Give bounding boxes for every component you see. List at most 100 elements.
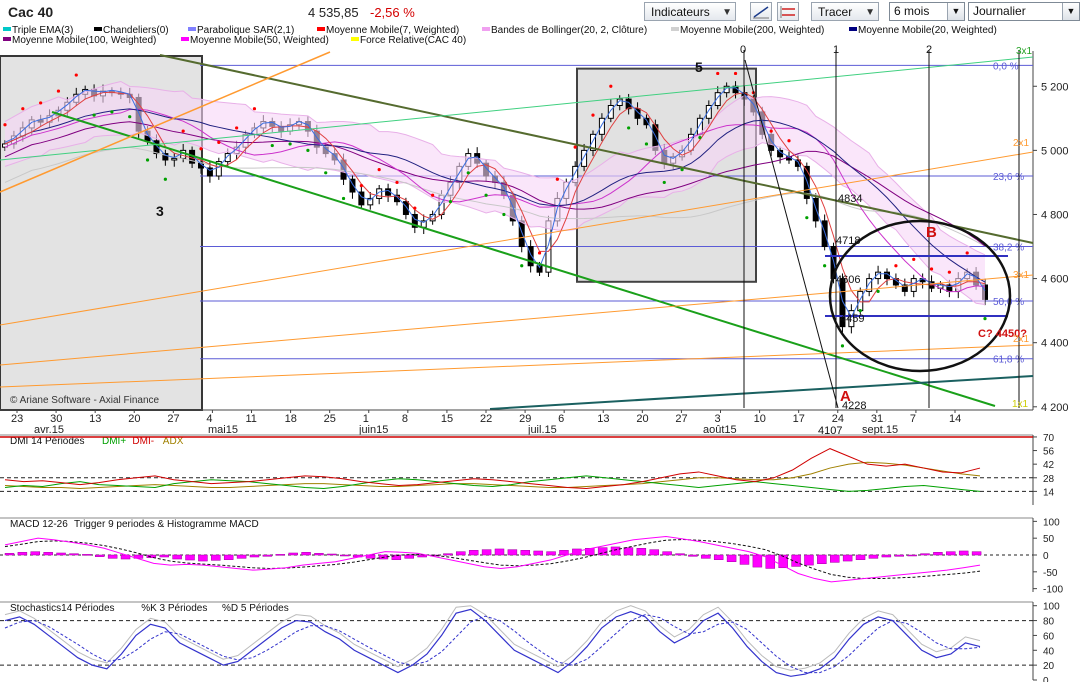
macd-histogram-bar [971,551,982,556]
month-label: sept.15 [862,424,898,436]
price-annotation: 4606 [836,274,860,286]
chevron-down-icon: ▼ [865,7,875,18]
macd-histogram-bar [701,554,711,559]
dmi-minus-line [4,448,981,489]
line-chart-toggle[interactable] [750,2,772,21]
dmi-title: ADX [163,436,184,447]
candle-body [590,133,596,151]
sar-dot [680,167,684,172]
macd-tick-label: 0 [1043,551,1049,562]
macd-histogram-bar [159,554,169,558]
sar-dot [431,193,435,197]
macd-histogram-bar [198,554,208,562]
candle-body [875,271,882,280]
macd-histogram-bar [494,548,505,556]
sar-dot [894,264,898,268]
macd-title: Trigger 9 periodes & Histogramme MACD [74,519,259,530]
sar-dot [520,264,524,268]
trend-line-lower [51,111,996,407]
macd-histogram-bar [933,552,943,556]
macd-signal-line [4,539,981,580]
legend-swatch [671,27,679,31]
y-tick-label: 5 200 [1041,81,1069,93]
sar-dot [359,184,363,188]
sar-dot [3,123,7,127]
wave-label: 3 [156,203,164,219]
macd-tick-label: -100 [1043,585,1063,596]
gann-label: 1x1 [1012,399,1029,410]
draw-button[interactable]: Tracer ▼ [811,2,879,21]
candle-body [367,197,374,206]
draw-button-label: Tracer [818,5,853,19]
sar-dot [252,107,257,111]
x-tick-label: 14 [949,413,961,425]
candle-body [518,220,525,248]
sar-dot [537,251,542,255]
candle-body [224,153,231,163]
price-annotation: 4718 [836,235,860,247]
fib-label: 61,8 % [993,355,1024,366]
macd-histogram-bar [649,549,659,556]
sar-dot [235,126,239,130]
sar-dot [609,84,613,88]
sar-dot [840,344,845,348]
dmi-title: DMI+ [102,436,126,447]
macd-histogram-bar [597,547,608,556]
interval-select[interactable]: Journalier ▼ [968,2,1080,21]
candle-body [215,161,222,177]
candle-body [394,194,400,203]
legend-swatch [482,27,490,31]
x-tick-label: 1 [363,413,369,425]
ma100-line [4,121,986,247]
candle-body [581,149,588,167]
x-tick-label: 31 [871,413,883,425]
macd-histogram-bar [301,552,311,556]
sar-dot [74,73,78,77]
x-tick-label: 7 [910,413,916,425]
macd-histogram-bar [69,553,79,556]
candle-body [536,265,543,273]
macd-histogram-bar [456,551,466,556]
sar-dot [823,264,827,268]
dmi-tick-label: 14 [1043,487,1055,498]
gann-line-2 [0,151,1034,326]
indicators-button[interactable]: Indicateurs ▼ [644,2,736,21]
x-tick-label: 27 [675,413,687,425]
period-select[interactable]: 6 mois ▼ [889,2,965,21]
horizontal-lines-toggle[interactable] [777,2,799,21]
candle-body [848,310,855,328]
candle-body [839,278,846,328]
macd-histogram-bar [817,554,827,564]
y-tick-label: 4 600 [1041,274,1069,286]
x-tick-label: 6 [558,413,564,425]
stochastics-title: %K 3 Périodes [141,603,207,614]
x-tick-label: 20 [128,413,140,425]
fib-label: 23,6 % [993,172,1024,183]
macd-histogram-bar [713,554,724,560]
indicators-button-label: Indicateurs [651,5,710,19]
chart-area[interactable]: Triple EMA(3) Chandeliers(0) Parabolique S… [0,25,1083,682]
candle-body [349,178,356,193]
candle-body [607,104,614,119]
fib-label: 0,0 % [993,61,1019,72]
x-tick-label: 20 [636,413,648,425]
sar-dot [39,101,43,105]
macd-histogram-bar [907,554,917,557]
macd-histogram-bar [236,554,247,559]
wave-label: C? 4450? [978,328,1027,340]
macd-tick-label: 100 [1043,517,1060,528]
macd-histogram-bar [146,554,157,558]
macd-histogram-bar [675,553,685,556]
legend-item-label: Moyenne Mobile(7, Weighted) [326,25,459,36]
stochastics-title: Stochastics14 Périodes [10,603,115,614]
x-tick-label: 30 [50,413,62,425]
stochastics-tick-label: 40 [1043,646,1055,657]
candle-body [794,159,801,167]
sar-dot [145,158,150,162]
sar-dot [912,257,916,261]
macd-line [4,535,981,583]
price-annotation: 4107 [818,425,842,437]
macd-histogram-bar [765,554,776,569]
interval-select-value: Journalier [973,4,1026,18]
sar-dot [983,317,987,321]
